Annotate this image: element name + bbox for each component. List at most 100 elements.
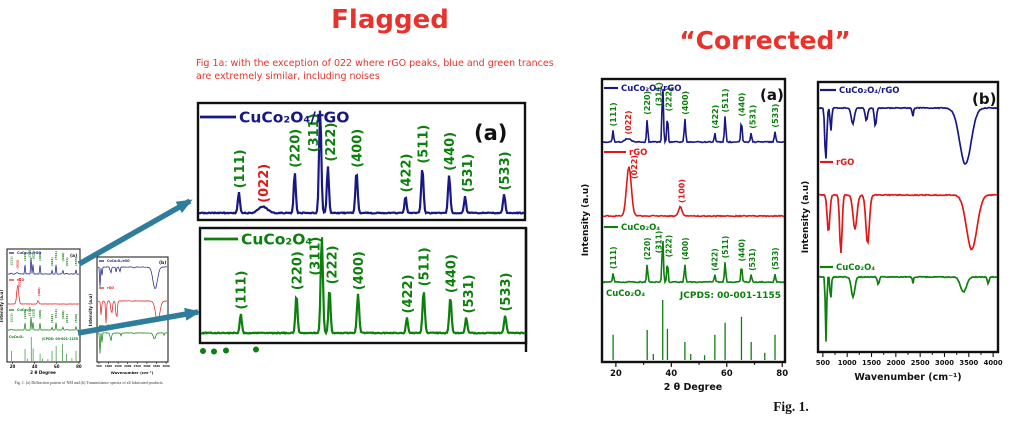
plot-frame: [6, 248, 81, 363]
x-tick-label: 1000: [105, 364, 112, 368]
y-axis-label: Intensity (a.u): [801, 181, 811, 253]
legend-label: CuCo₂O₄/rGO: [239, 109, 349, 127]
x-tick-label: 2500: [134, 364, 141, 368]
x-tick-label: 1500: [862, 359, 881, 367]
panel-letter: (a): [70, 253, 77, 259]
x-tick-label: 20: [10, 364, 16, 369]
flag-note-text: Fig 1a: with the exception of 022 where …: [196, 58, 554, 83]
x-tick-label: 60: [721, 369, 733, 379]
x-tick-label: 80: [776, 369, 788, 379]
peak-label: (400): [350, 129, 365, 168]
ftir-trace: [818, 106, 998, 166]
xrd-trace: [198, 110, 525, 215]
legend-label: rGO: [107, 286, 114, 290]
plot-frame: [96, 256, 169, 363]
original-figure-thumbnail: (111) (022) (220) (311) (222) (400) (422) (511)…: [0, 222, 178, 392]
peak-label: (440): [61, 310, 65, 320]
peak-label: (222): [665, 87, 674, 111]
x-tick-label: 20: [610, 369, 622, 379]
peak-label: (531): [461, 153, 476, 192]
jcpds-label: CuCo₂O₄: [606, 289, 645, 299]
plot-frame: [600, 77, 787, 364]
ftir-trace: [818, 275, 998, 342]
peak-label: (400): [681, 237, 690, 260]
peak-label: (022): [18, 277, 22, 287]
peak-label: (222): [32, 308, 36, 318]
peak-label: (111): [609, 102, 618, 126]
plot-frame: [196, 101, 527, 222]
xrd-trace: [200, 237, 526, 336]
x-tick-label: 3000: [935, 359, 954, 367]
flagged-enlarged-figure: (111) (022)(220) (311) (222) (400)(422)(511)…: [196, 101, 528, 355]
x-tick-label: 2000: [886, 359, 905, 367]
y-axis-label: Intensity (a.u): [88, 294, 93, 326]
peak-label: (220): [643, 237, 652, 260]
peak-label: (022): [15, 259, 19, 269]
legend-label: CuCo₂O₄: [836, 263, 875, 273]
peak-label: (440): [444, 254, 459, 293]
peak-label: (222): [325, 245, 340, 284]
peak-label: (311): [309, 237, 324, 276]
x-tick-label: 3000: [143, 364, 150, 368]
x-tick-label: 40: [665, 369, 677, 379]
peak-label: (511): [54, 250, 58, 260]
peak-label: (511): [54, 308, 58, 318]
legend-label: CuCo₂O₄/rGO: [621, 84, 682, 94]
legend-label: CuCo₂O₄: [621, 223, 660, 233]
legend-label: CuCo₂O₄/rGO: [17, 251, 41, 255]
cropped-text-fragment: [211, 348, 217, 355]
peak-label: (311): [307, 113, 322, 152]
x-axis-label: Wavenumber (cm⁻¹): [111, 370, 154, 375]
legend-label: CuCo₂O₄/rGO: [107, 259, 130, 263]
peak-label: (511): [418, 247, 433, 286]
xrd-trace: [602, 240, 785, 285]
peak-label: (222): [324, 123, 339, 162]
peak-label: (440): [61, 252, 65, 262]
cropped-text-fragment: [200, 348, 206, 354]
cropped-text-fragment: [253, 346, 259, 353]
peak-label: (511): [721, 88, 730, 112]
peak-label: (422): [50, 313, 54, 323]
peak-label: (100): [677, 179, 686, 203]
peak-label: (440): [737, 239, 746, 262]
jcpds-label: CuCo₂O₄: [9, 335, 24, 339]
peak-label: (111): [609, 246, 618, 269]
peak-label: (220): [23, 251, 27, 261]
jcpds-label: JCPDS: 00-001-1155: [41, 337, 78, 341]
peak-label: (440): [738, 93, 747, 117]
peak-label: (022): [624, 111, 633, 135]
peak-label: (400): [352, 251, 367, 290]
peak-label: (511): [416, 125, 431, 164]
peak-label: (531): [462, 274, 477, 313]
peak-label: (311): [28, 306, 32, 316]
legend-label: rGO: [17, 278, 24, 282]
x-tick-label: 3500: [959, 359, 978, 367]
peak-label: (022): [257, 164, 272, 203]
corrected-ftir-panel: CuCo₂O₄/rGO rGO CuCo₂O₄ 500 1000 1500 2000 2500…: [801, 80, 1003, 383]
peak-label: (533): [771, 247, 780, 270]
panel-letter: (b): [159, 260, 166, 266]
peak-label: (111): [233, 149, 248, 188]
peak-label: (533): [499, 273, 514, 312]
peak-label: (311): [655, 231, 664, 254]
panel-letter: (b): [972, 90, 996, 108]
peak-label: (220): [643, 91, 652, 115]
x-tick-label: 80: [76, 364, 82, 369]
corrected-xrd-panel: (111) (022)(220) (311) (222) (400)(422)(511)…: [581, 77, 788, 393]
x-tick-label: 1000: [838, 359, 857, 367]
x-tick-label: 2000: [124, 364, 131, 368]
peak-label: (220): [290, 251, 305, 290]
legend-label: CuCo₂O₄: [17, 308, 33, 312]
peak-label: (311): [28, 248, 32, 258]
peak-label: (440): [443, 132, 458, 171]
ftir-trace: [818, 193, 997, 254]
legend-label: rGO: [836, 158, 854, 168]
ftir-trace: [98, 300, 168, 324]
peak-label: (531): [748, 248, 757, 271]
peak-label: (220): [289, 129, 304, 168]
peak-label: (400): [681, 91, 690, 115]
peak-label: (533): [498, 151, 513, 190]
peak-label: (533): [74, 313, 78, 323]
x-tick-label: 1500: [114, 364, 121, 368]
